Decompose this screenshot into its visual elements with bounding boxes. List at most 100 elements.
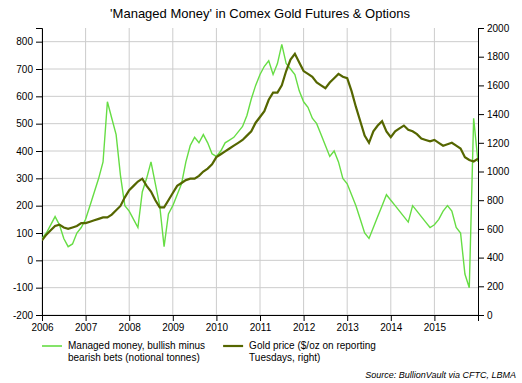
plot: 2006200720082009201020112012201320142015… — [13, 23, 510, 333]
legend-entry: Gold price ($/oz on reportingTuesdays, r… — [223, 340, 376, 363]
tick-label: 2014 — [380, 322, 403, 333]
grid-line-y — [42, 233, 478, 234]
grid-line-y — [42, 287, 478, 288]
x-axis: 2006200720082009201020112012201320142015 — [31, 315, 478, 333]
grid-line-x — [260, 28, 261, 315]
grid-line-x — [390, 28, 391, 315]
tick-label: 100 — [16, 228, 33, 239]
tick: 200 — [478, 281, 504, 292]
tick-label: 1200 — [487, 138, 510, 149]
tick-label: 400 — [487, 252, 504, 263]
tick: 700 — [16, 64, 42, 75]
tick-label: 700 — [16, 64, 33, 75]
tick-label: 1400 — [487, 109, 510, 120]
tick-mark — [36, 151, 42, 152]
grid-line-x — [347, 28, 348, 315]
grid-line-x — [434, 28, 435, 315]
legend-label: Managed money, bullish minusbearish bets… — [68, 340, 205, 363]
tick: 2006 — [31, 315, 54, 333]
grid-line-y — [42, 96, 478, 97]
tick-mark — [478, 172, 484, 173]
tick-mark — [478, 114, 484, 115]
tick: -200 — [13, 310, 42, 321]
tick-mark — [478, 200, 484, 201]
tick: 200 — [16, 200, 42, 211]
tick-label: 600 — [487, 224, 504, 235]
legend-entry: Managed money, bullish minusbearish bets… — [42, 340, 205, 363]
legend-swatch — [223, 345, 243, 347]
tick-mark — [478, 258, 484, 259]
tick-mark — [347, 315, 348, 321]
tick-label: 500 — [16, 118, 33, 129]
tick: 2013 — [337, 315, 360, 333]
tick-mark — [36, 315, 42, 316]
tick-mark — [36, 178, 42, 179]
tick: 0 — [478, 310, 493, 321]
tick-label: -100 — [13, 282, 33, 293]
tick: 600 — [478, 224, 504, 235]
tick: 600 — [16, 91, 42, 102]
tick-label: 2000 — [487, 23, 510, 34]
tick-label: 0 — [487, 310, 493, 321]
tick-label: 300 — [16, 173, 33, 184]
chart: 2006200720082009201020112012201320142015… — [0, 0, 522, 383]
tick: 1600 — [478, 80, 510, 91]
title: 'Managed Money' in Comex Gold Futures & … — [110, 6, 410, 21]
tick-label: 2013 — [337, 322, 360, 333]
tick: 0 — [27, 255, 42, 266]
tick-mark — [36, 288, 42, 289]
tick-mark — [478, 286, 484, 287]
tick-mark — [391, 315, 392, 321]
grid-line-y — [42, 151, 478, 152]
grid-line-x — [85, 28, 86, 315]
grid-line-y — [42, 41, 478, 42]
tick-label: 200 — [16, 200, 33, 211]
tick-label: 2012 — [293, 322, 316, 333]
tick-mark — [36, 233, 42, 234]
tick-mark — [260, 315, 261, 321]
tick-mark — [478, 315, 484, 316]
axis-domain — [43, 316, 479, 322]
tick-label: 1600 — [487, 80, 510, 91]
tick-mark — [478, 57, 484, 58]
y2-axis: 0 200 400 600 800 1000 1200 1400 1600 1800 2000 — [478, 23, 510, 321]
tick: 100 — [16, 228, 42, 239]
tick-mark — [478, 85, 484, 86]
tick-mark — [129, 315, 130, 321]
tick-mark — [36, 124, 42, 125]
axis-domain — [479, 29, 485, 316]
tick-mark — [86, 315, 87, 321]
series-group — [42, 44, 478, 287]
legend: Managed money, bullish minusbearish bets… — [42, 340, 376, 363]
tick-mark — [173, 315, 174, 321]
tick-mark — [36, 96, 42, 97]
tick: -100 — [13, 282, 42, 293]
grid-line-x — [216, 28, 217, 315]
tick-label: 200 — [487, 281, 504, 292]
tick: 1400 — [478, 109, 510, 120]
tick-label: 1000 — [487, 166, 510, 177]
series-line — [42, 54, 478, 241]
tick-label: 800 — [16, 36, 33, 47]
tick-label: 2007 — [75, 322, 98, 333]
tick-mark — [478, 229, 484, 230]
tick-label: 2011 — [250, 322, 272, 333]
tick: 2009 — [162, 315, 185, 333]
grid-line-x — [129, 28, 130, 315]
tick-label: 600 — [16, 91, 33, 102]
tick-mark — [478, 28, 484, 29]
tick-mark — [216, 315, 217, 321]
tick-label: 400 — [16, 146, 33, 157]
source-note: Source: BullionVault via CFTC, LBMA — [365, 370, 516, 380]
tick-mark — [478, 143, 484, 144]
grid — [42, 28, 478, 315]
tick: 2014 — [380, 315, 403, 333]
tick-mark — [36, 69, 42, 70]
tick-label: 1800 — [487, 51, 510, 62]
grid-line-y — [42, 123, 478, 124]
tick: 1000 — [478, 166, 510, 177]
tick-label: 800 — [487, 195, 504, 206]
tick: 2010 — [206, 315, 229, 333]
tick: 500 — [16, 118, 42, 129]
tick: 800 — [16, 36, 42, 47]
